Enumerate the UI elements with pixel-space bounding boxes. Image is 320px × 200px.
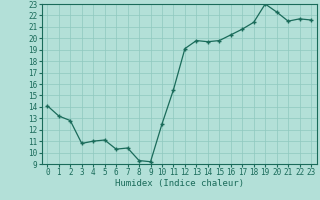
X-axis label: Humidex (Indice chaleur): Humidex (Indice chaleur) [115, 179, 244, 188]
